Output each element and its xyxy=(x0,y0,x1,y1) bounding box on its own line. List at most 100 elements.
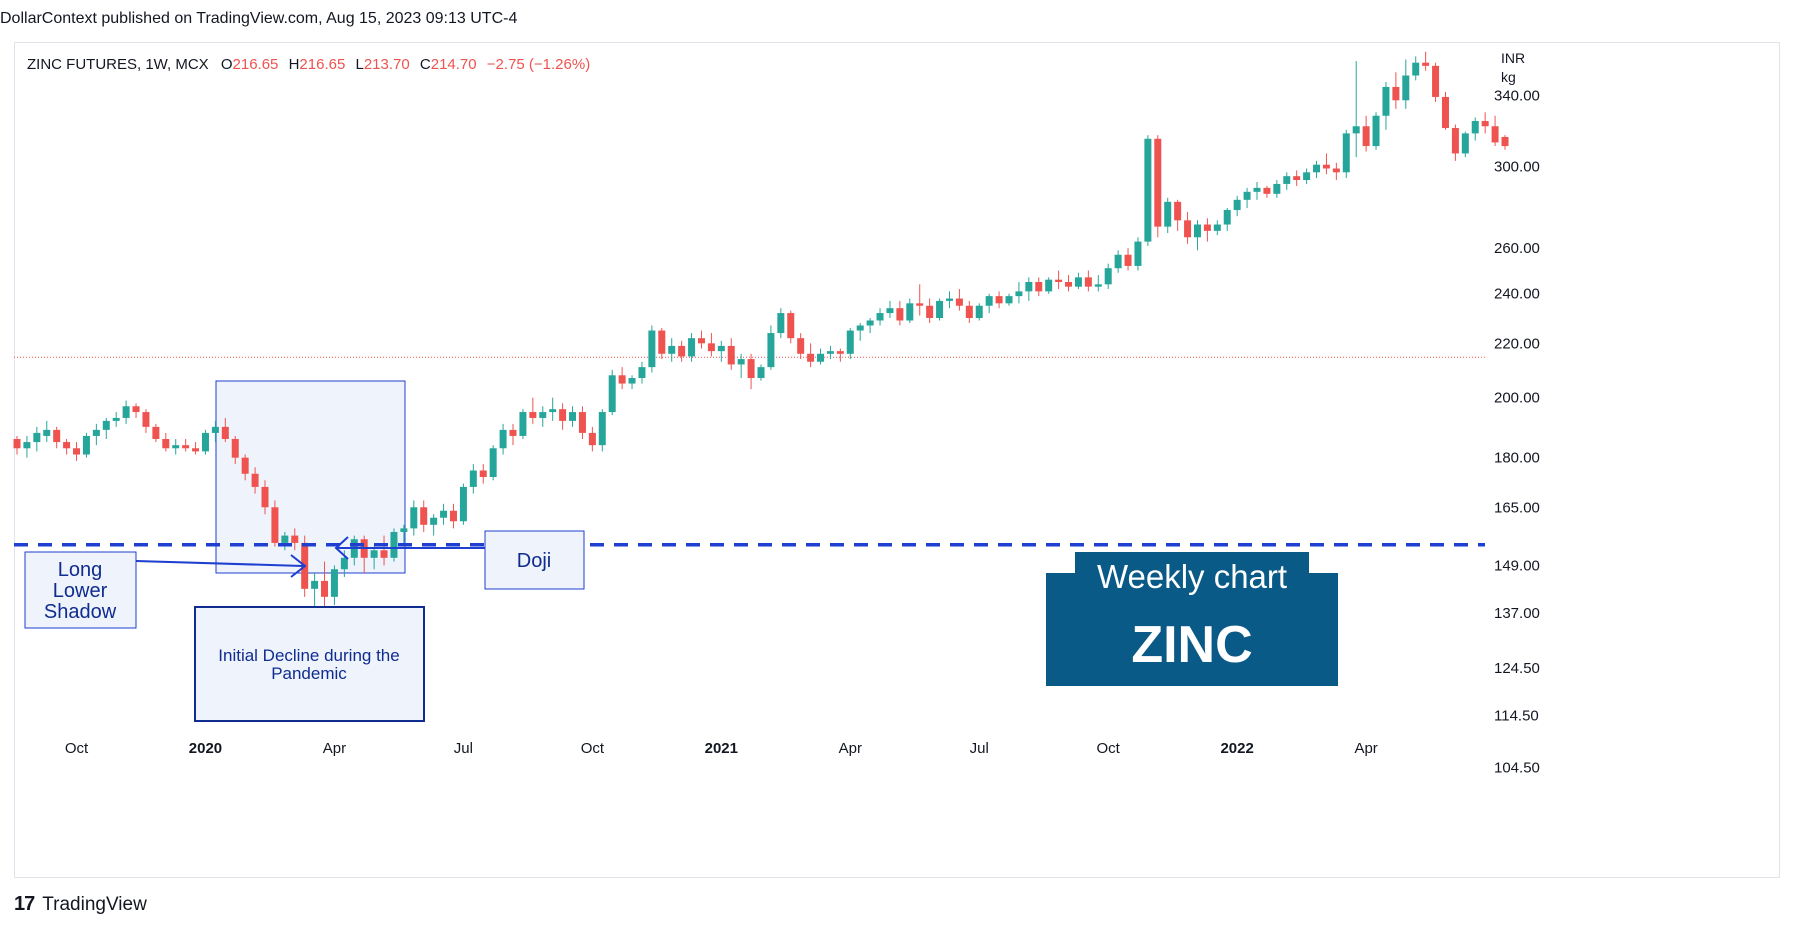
candle-body[interactable] xyxy=(201,432,209,452)
candle-body[interactable] xyxy=(1193,224,1201,238)
candle-body[interactable] xyxy=(112,417,120,421)
candle-body[interactable] xyxy=(1065,281,1073,287)
candle-body[interactable] xyxy=(73,448,81,455)
candle-body[interactable] xyxy=(529,412,537,418)
candle-body[interactable] xyxy=(975,305,983,318)
candle-body[interactable] xyxy=(896,308,904,321)
candle-body[interactable] xyxy=(162,438,170,449)
candle-body[interactable] xyxy=(737,359,745,365)
candle-body[interactable] xyxy=(658,330,666,354)
candle-body[interactable] xyxy=(321,580,329,597)
candle-body[interactable] xyxy=(866,320,874,326)
candle-body[interactable] xyxy=(380,550,388,558)
candle-body[interactable] xyxy=(122,406,130,418)
candle-body[interactable] xyxy=(1501,136,1509,147)
candle-body[interactable] xyxy=(1352,126,1360,134)
candle-body[interactable] xyxy=(33,432,41,443)
candle-body[interactable] xyxy=(1144,138,1152,242)
candle-body[interactable] xyxy=(955,298,963,306)
candle-body[interactable] xyxy=(1273,183,1281,194)
candle-body[interactable] xyxy=(1313,164,1321,173)
candle-body[interactable] xyxy=(152,426,160,439)
candle-body[interactable] xyxy=(459,486,467,522)
candle-body[interactable] xyxy=(221,426,229,439)
candle-body[interactable] xyxy=(440,510,448,518)
candle-body[interactable] xyxy=(390,531,398,558)
candle-body[interactable] xyxy=(1451,128,1459,154)
candle-body[interactable] xyxy=(1263,187,1271,194)
candle-body[interactable] xyxy=(1025,281,1033,292)
candle-body[interactable] xyxy=(509,429,517,436)
candle-body[interactable] xyxy=(489,448,497,478)
candle-body[interactable] xyxy=(1104,268,1112,285)
candle-body[interactable] xyxy=(539,412,547,418)
candle-body[interactable] xyxy=(787,313,795,339)
candle-body[interactable] xyxy=(142,412,150,427)
candle-body[interactable] xyxy=(578,412,586,433)
candle-body[interactable] xyxy=(549,409,557,413)
candle-body[interactable] xyxy=(1372,115,1380,147)
chart-frame[interactable] xyxy=(14,42,1780,878)
candle-body[interactable] xyxy=(717,345,725,352)
candle-body[interactable] xyxy=(1332,168,1340,173)
candle-body[interactable] xyxy=(1382,86,1390,116)
candle-body[interactable] xyxy=(420,507,428,525)
candle-body[interactable] xyxy=(1322,164,1330,169)
candle-body[interactable] xyxy=(707,343,715,352)
candle-body[interactable] xyxy=(499,429,507,449)
candle-body[interactable] xyxy=(1283,176,1291,184)
candle-body[interactable] xyxy=(400,528,408,532)
candle-body[interactable] xyxy=(1094,284,1102,287)
candle-body[interactable] xyxy=(1124,254,1132,266)
candle-body[interactable] xyxy=(1432,65,1440,97)
candle-body[interactable] xyxy=(63,442,71,449)
candle-body[interactable] xyxy=(311,580,319,589)
candle-body[interactable] xyxy=(1402,75,1410,101)
candle-body[interactable] xyxy=(817,353,825,362)
candle-body[interactable] xyxy=(886,308,894,314)
candle-body[interactable] xyxy=(965,305,973,318)
candle-body[interactable] xyxy=(638,367,646,379)
candle-body[interactable] xyxy=(82,435,90,455)
candle-body[interactable] xyxy=(628,378,636,384)
candle-body[interactable] xyxy=(569,412,577,421)
candle-body[interactable] xyxy=(1114,254,1122,269)
candle-body[interactable] xyxy=(410,507,418,529)
candle-body[interactable] xyxy=(1362,126,1370,147)
candle-body[interactable] xyxy=(1253,187,1261,192)
candle-body[interactable] xyxy=(1045,279,1053,292)
candle-body[interactable] xyxy=(23,442,31,449)
candle-body[interactable] xyxy=(608,375,616,413)
candle-body[interactable] xyxy=(697,338,705,344)
footer-brand[interactable]: 17 TradingView xyxy=(14,893,147,916)
candle-body[interactable] xyxy=(688,338,696,357)
candle-body[interactable] xyxy=(132,406,140,413)
candle-body[interactable] xyxy=(92,429,100,436)
candle-body[interactable] xyxy=(251,473,259,487)
candle-body[interactable] xyxy=(668,345,676,354)
candle-body[interactable] xyxy=(1441,96,1449,129)
candle-body[interactable] xyxy=(192,448,200,452)
candle-body[interactable] xyxy=(469,470,477,487)
candle-body[interactable] xyxy=(1074,277,1082,287)
candle-body[interactable] xyxy=(519,412,527,436)
candle-body[interactable] xyxy=(727,345,735,365)
candle-body[interactable] xyxy=(807,353,815,362)
candle-body[interactable] xyxy=(926,305,934,318)
candle-body[interactable] xyxy=(1243,191,1251,200)
candle-body[interactable] xyxy=(1184,220,1192,238)
candle-body[interactable] xyxy=(767,333,775,368)
candle-body[interactable] xyxy=(906,303,914,321)
candle-body[interactable] xyxy=(856,325,864,331)
candle-body[interactable] xyxy=(876,313,884,321)
candle-body[interactable] xyxy=(330,569,338,597)
candle-body[interactable] xyxy=(340,557,348,570)
candle-body[interactable] xyxy=(211,426,219,433)
candle-body[interactable] xyxy=(43,429,51,436)
candle-body[interactable] xyxy=(1233,199,1241,210)
candle-body[interactable] xyxy=(449,510,457,522)
candle-body[interactable] xyxy=(479,470,487,478)
candle-body[interactable] xyxy=(618,375,626,384)
candle-body[interactable] xyxy=(13,438,21,449)
